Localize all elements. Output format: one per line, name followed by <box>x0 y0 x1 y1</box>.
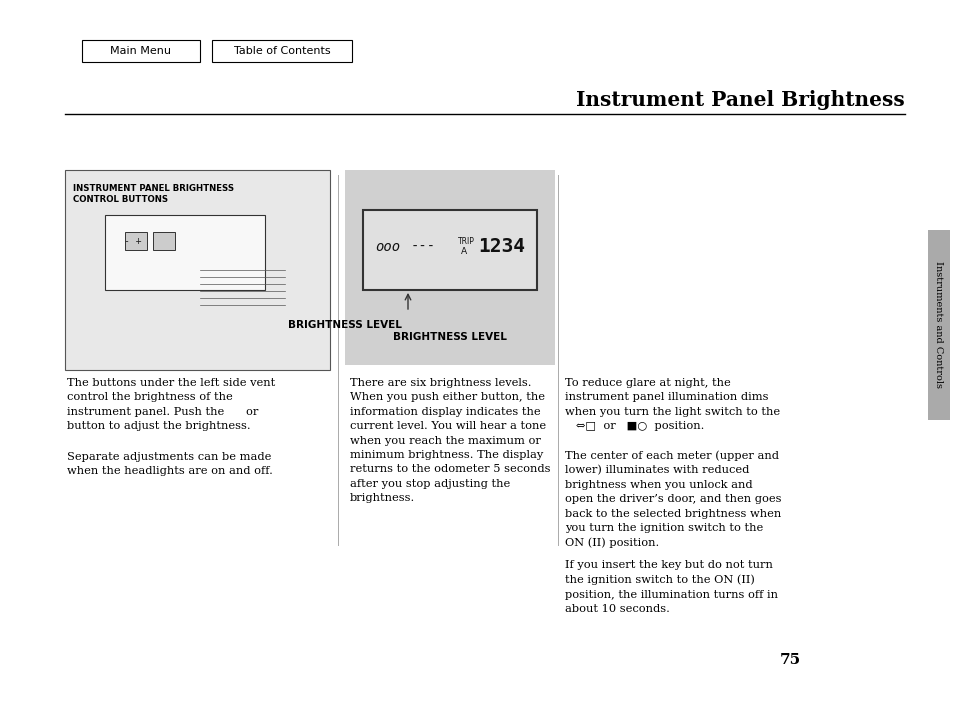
Bar <box>125 232 147 250</box>
Text: Main Menu: Main Menu <box>111 46 172 56</box>
Bar <box>152 232 174 250</box>
Text: To reduce glare at night, the
instrument panel illumination dims
when you turn t: To reduce glare at night, the instrument… <box>564 378 780 431</box>
Bar <box>363 210 537 290</box>
Text: The center of each meter (upper and
lower) illuminates with reduced
brightness w: The center of each meter (upper and lowe… <box>564 450 781 548</box>
Text: ooo: ooo <box>375 240 399 254</box>
Text: A: A <box>460 246 467 256</box>
Bar <box>82 40 200 62</box>
Text: 75: 75 <box>779 653 800 667</box>
Text: Separate adjustments can be made
when the headlights are on and off.: Separate adjustments can be made when th… <box>67 452 273 476</box>
Text: The buttons under the left side vent
control the brightness of the
instrument pa: The buttons under the left side vent con… <box>67 378 275 431</box>
Text: - +: - + <box>124 236 142 246</box>
Bar <box>927 230 949 420</box>
Text: 1234: 1234 <box>477 238 524 256</box>
Text: ---: --- <box>411 240 436 254</box>
Text: TRIP: TRIP <box>457 236 475 246</box>
Bar <box>212 40 352 62</box>
Bar <box>105 215 265 290</box>
Text: Table of Contents: Table of Contents <box>233 46 330 56</box>
Text: Instruments and Controls: Instruments and Controls <box>934 261 943 388</box>
Text: Instrument Panel Brightness: Instrument Panel Brightness <box>576 90 904 110</box>
Text: If you insert the key but do not turn
the ignition switch to the ON (II)
positio: If you insert the key but do not turn th… <box>564 560 778 614</box>
Bar <box>345 170 555 365</box>
Text: BRIGHTNESS LEVEL: BRIGHTNESS LEVEL <box>288 320 401 330</box>
Text: INSTRUMENT PANEL BRIGHTNESS
CONTROL BUTTONS: INSTRUMENT PANEL BRIGHTNESS CONTROL BUTT… <box>73 184 233 204</box>
Text: There are six brightness levels.
When you push either button, the
information di: There are six brightness levels. When yo… <box>350 378 550 503</box>
Bar <box>65 170 330 370</box>
Text: BRIGHTNESS LEVEL: BRIGHTNESS LEVEL <box>393 332 506 342</box>
